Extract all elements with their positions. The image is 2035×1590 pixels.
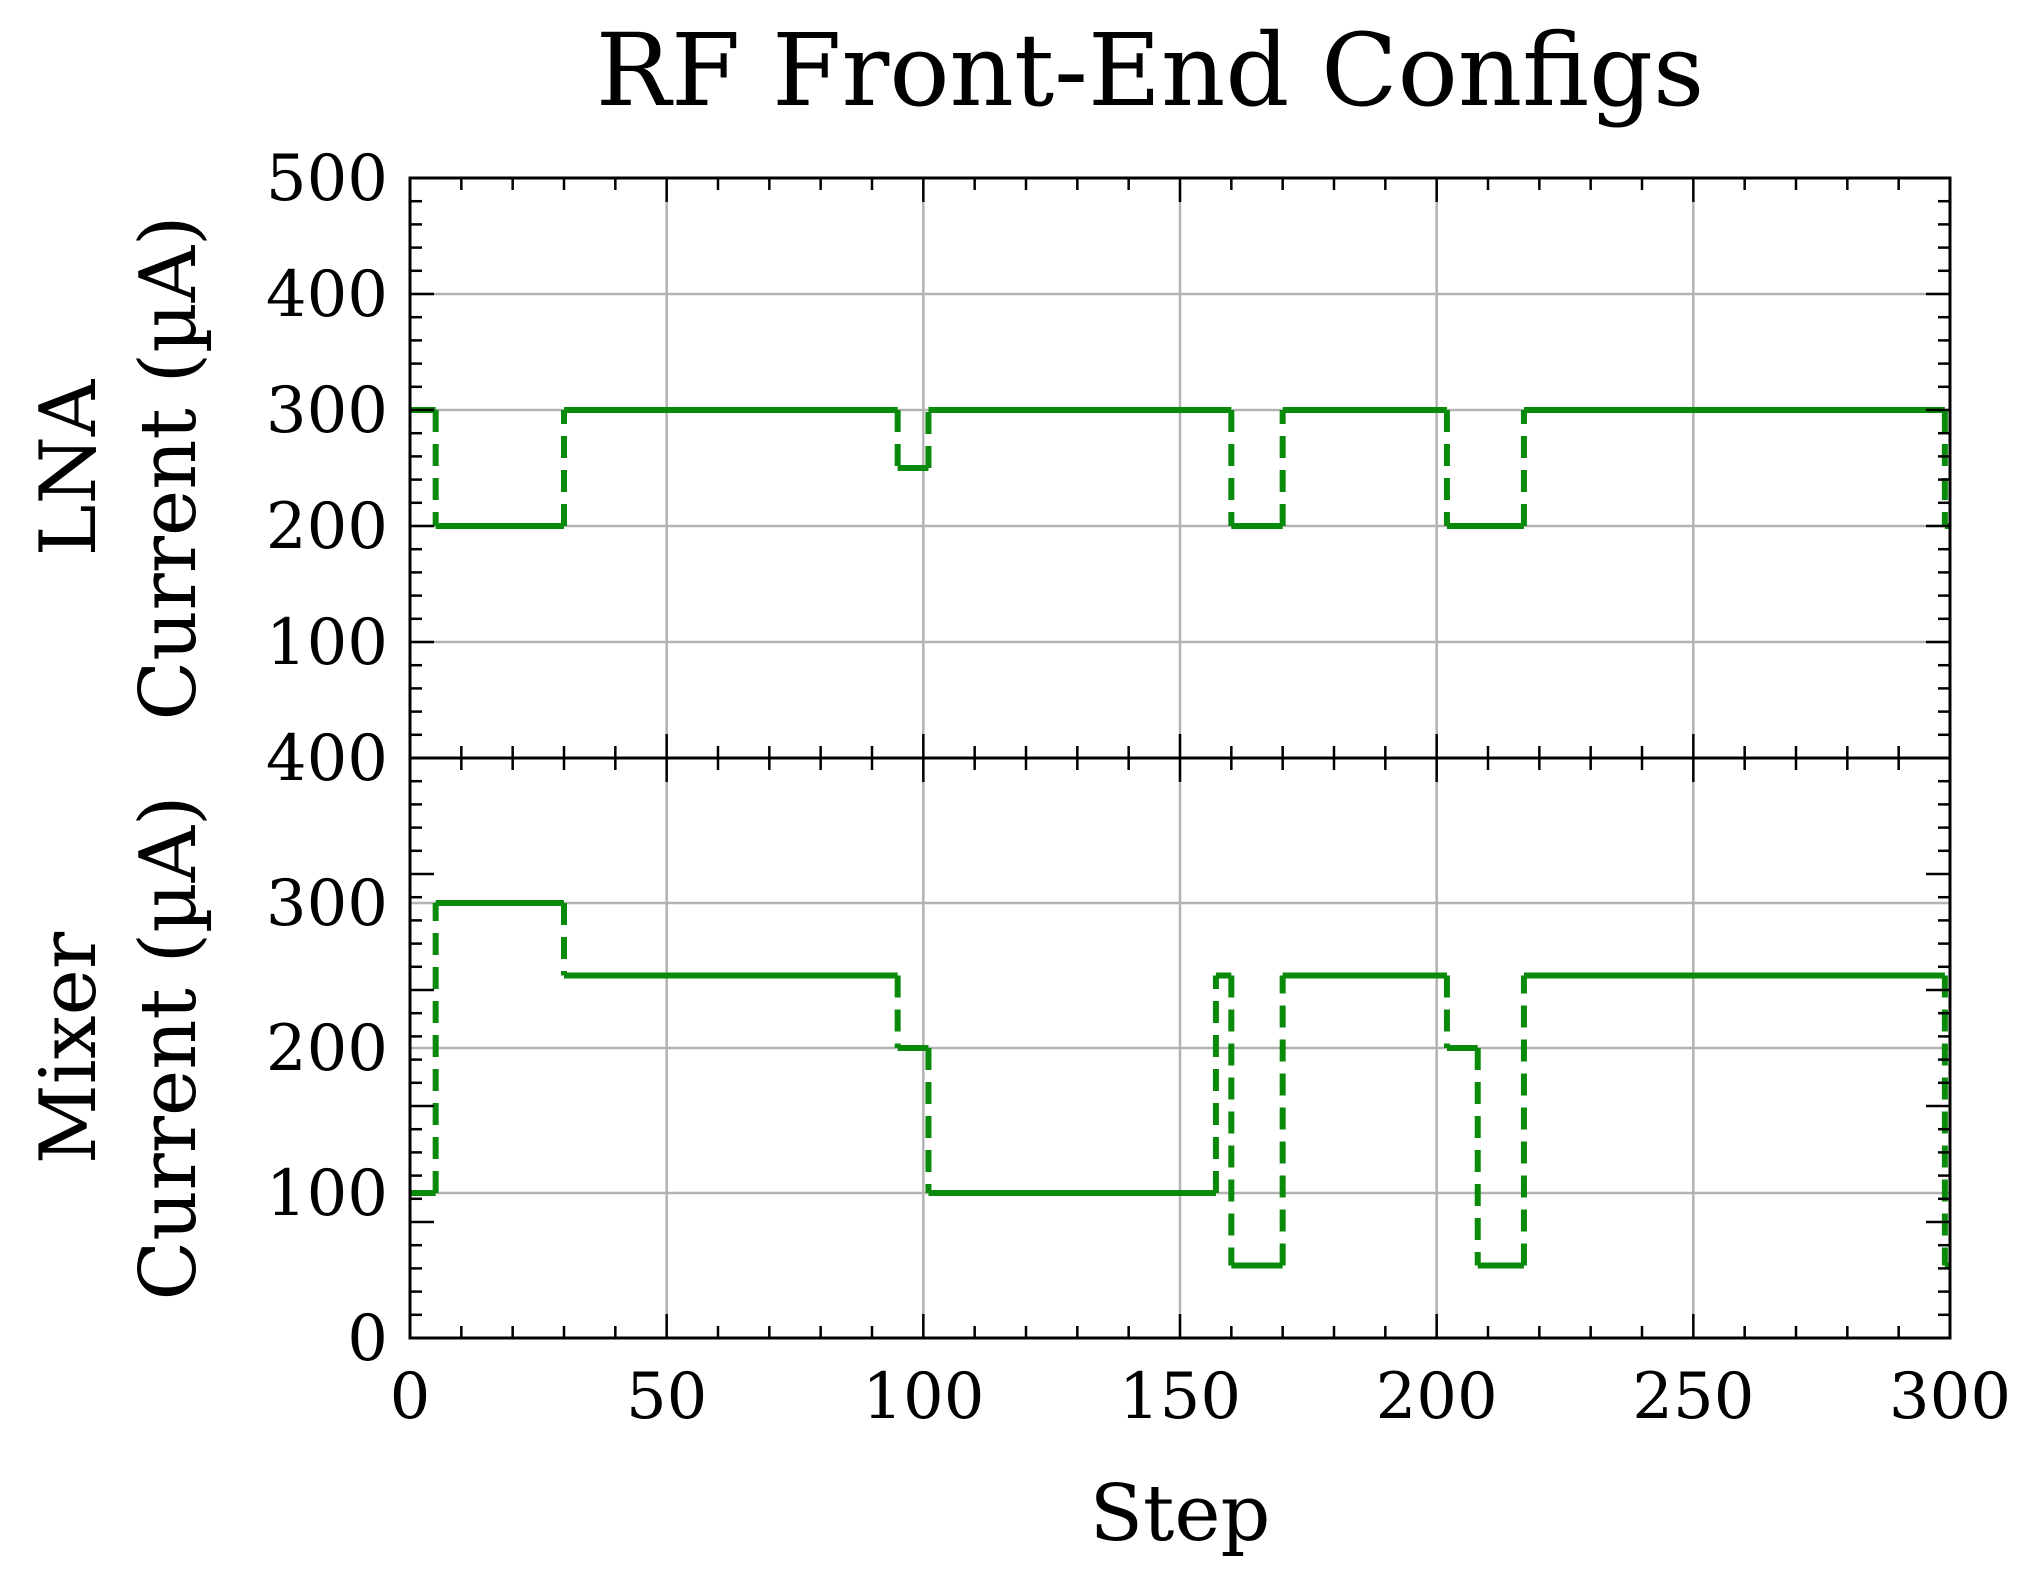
x-tick-label: 200 — [1376, 1360, 1498, 1434]
lna-panel: 100 200 300 400 500 LNA Current (µA) — [24, 142, 1952, 760]
lna-ticks: 100 200 300 400 500 — [266, 142, 1952, 760]
mixer-ylabel-line1: Mixer — [24, 931, 114, 1164]
y-tick-label: 500 — [266, 142, 388, 216]
y-tick-label: 400 — [266, 722, 388, 796]
mixer-ylabel-line2: Current (µA) — [124, 796, 214, 1301]
y-tick-label: 300 — [266, 867, 388, 941]
mixer-panel: 0 100 200 300 400 0 50 100 150 200 250 300 Mixer Cu… — [24, 722, 2011, 1559]
lna-ylabel-line2: Current (µA) — [124, 216, 214, 721]
chart-title: RF Front-End Configs — [596, 12, 1705, 129]
lna-series — [410, 407, 1950, 529]
mixer-series — [410, 900, 1950, 1269]
x-tick-label: 250 — [1632, 1360, 1754, 1434]
x-tick-label: 150 — [1119, 1360, 1241, 1434]
y-tick-label: 300 — [266, 374, 388, 448]
y-tick-label: 400 — [266, 258, 388, 332]
y-tick-label: 200 — [266, 1012, 388, 1086]
y-tick-label: 100 — [266, 1157, 388, 1231]
mixer-ticks: 0 100 200 300 400 0 50 100 150 200 250 300 — [266, 722, 2011, 1434]
x-tick-label: 50 — [626, 1360, 707, 1434]
y-tick-label: 0 — [347, 1302, 388, 1376]
lna-gridlines — [410, 178, 1950, 758]
x-tick-label: 0 — [390, 1360, 431, 1434]
x-axis-label: Step — [1090, 1469, 1271, 1559]
x-tick-label: 300 — [1889, 1360, 2011, 1434]
x-tick-label: 100 — [862, 1360, 984, 1434]
mixer-gridlines — [410, 758, 1950, 1338]
y-tick-label: 100 — [266, 606, 388, 680]
lna-ylabel-line1: LNA — [24, 378, 114, 556]
y-tick-label: 200 — [266, 490, 388, 564]
